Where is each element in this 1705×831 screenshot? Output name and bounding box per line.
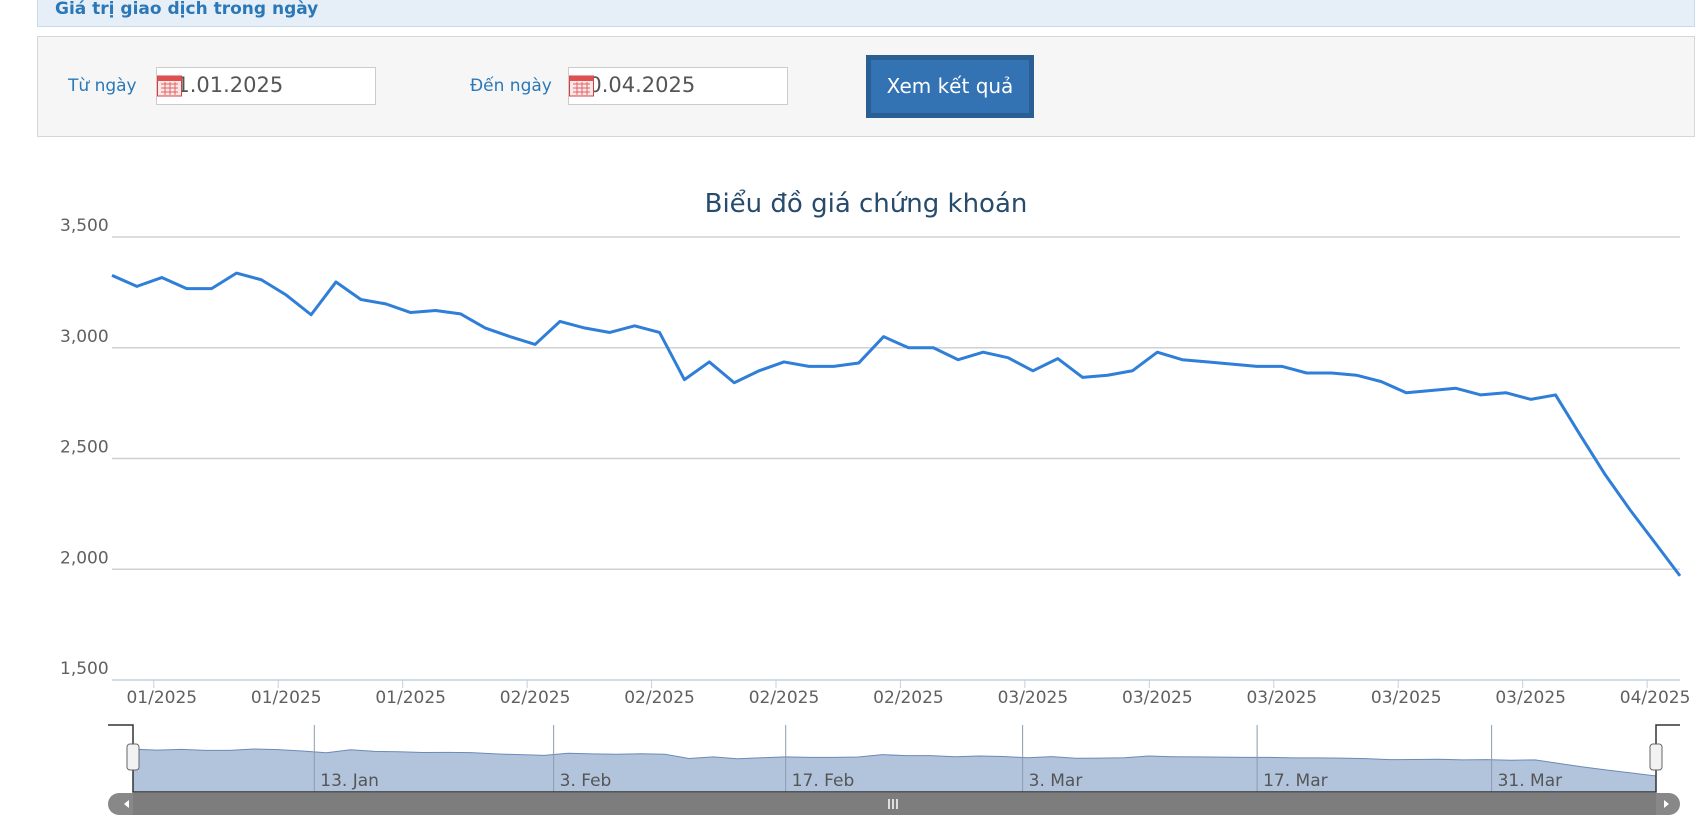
x-tick-label: 02/2025 xyxy=(873,688,944,708)
x-tick-label: 03/2025 xyxy=(1122,688,1193,708)
calendar-icon[interactable] xyxy=(157,74,182,97)
chart-title: Biểu đồ giá chứng khoán xyxy=(705,188,1028,219)
x-tick-label: 03/2025 xyxy=(1371,688,1442,708)
scrollbar-arrow-left xyxy=(124,800,129,808)
y-tick-label: 2,000 xyxy=(60,548,109,568)
navigator-label: 31. Mar xyxy=(1498,771,1563,791)
y-tick-label: 1,500 xyxy=(60,659,109,679)
price-line xyxy=(111,271,1682,577)
calendar-icon[interactable] xyxy=(569,74,594,97)
navigator-label: 17. Mar xyxy=(1263,771,1328,791)
navigator-label: 3. Feb xyxy=(560,771,612,791)
scrollbar-thumb xyxy=(133,793,1656,815)
section-header: Giá trị giao dịch trong ngày xyxy=(37,0,1695,27)
x-tick-label: 02/2025 xyxy=(749,688,820,708)
navigator-outline xyxy=(108,724,1680,793)
from-date-value: 01.01.2025 xyxy=(163,73,284,97)
scrollbar-grip xyxy=(888,799,898,809)
x-tick-label: 01/2025 xyxy=(375,688,446,708)
x-tick-label: 04/2025 xyxy=(1620,688,1691,708)
from-date-input[interactable]: 01.01.2025 xyxy=(156,67,376,105)
navigator-label: 13. Jan xyxy=(320,771,379,791)
x-tick-label: 01/2025 xyxy=(251,688,322,708)
scrollbar-arrow-right xyxy=(1664,800,1669,808)
to-date-value: 10.04.2025 xyxy=(575,73,696,97)
navigator-handle xyxy=(1649,743,1663,771)
x-tick-label: 03/2025 xyxy=(1246,688,1317,708)
to-label: Đến ngày xyxy=(470,76,552,96)
submit-button[interactable]: Xem kết quả xyxy=(866,55,1034,118)
x-tick-label: 03/2025 xyxy=(998,688,1069,708)
x-tick-label: 03/2025 xyxy=(1495,688,1566,708)
x-tick-label: 02/2025 xyxy=(500,688,571,708)
navigator-area xyxy=(132,748,1657,793)
from-label: Từ ngày xyxy=(68,76,137,96)
navigator-label: 3. Mar xyxy=(1029,771,1083,791)
navigator-bg xyxy=(133,725,1656,792)
navigator-label: 17. Feb xyxy=(792,771,855,791)
y-tick-label: 2,500 xyxy=(60,438,109,458)
y-tick-label: 3,500 xyxy=(60,216,109,236)
submit-button-label: Xem kết quả xyxy=(871,60,1029,113)
x-tick-label: 01/2025 xyxy=(126,688,197,708)
scrollbar-track xyxy=(108,793,1680,815)
x-tick-label: 02/2025 xyxy=(624,688,695,708)
to-date-input[interactable]: 10.04.2025 xyxy=(568,67,788,105)
y-tick-label: 3,000 xyxy=(60,327,109,347)
navigator-handle xyxy=(126,743,140,771)
